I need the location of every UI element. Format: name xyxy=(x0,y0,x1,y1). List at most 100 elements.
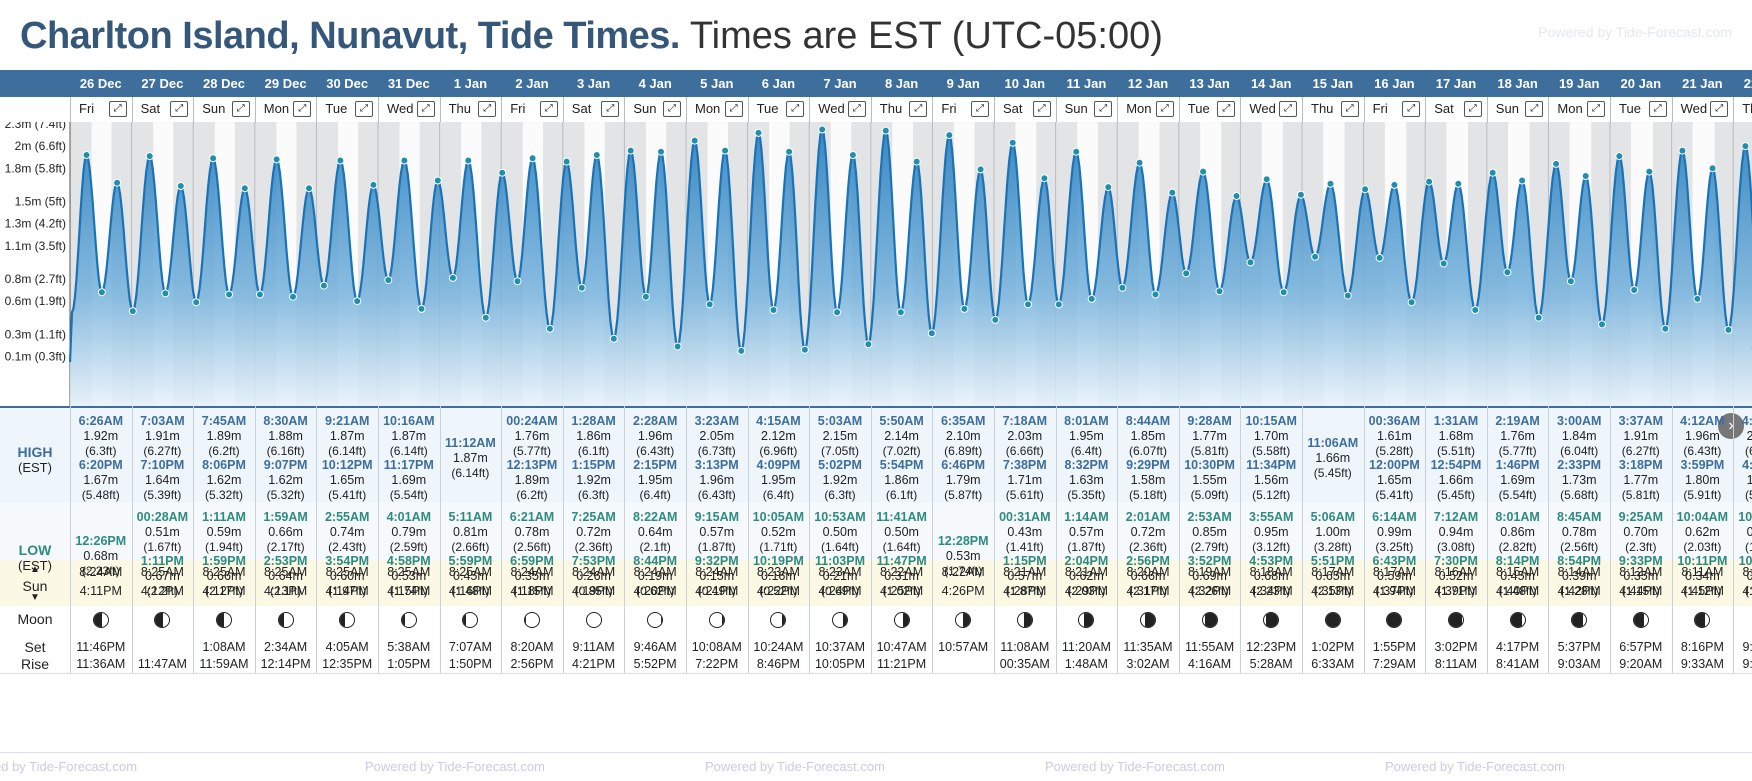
tide-time: 8:44AM xyxy=(1125,414,1171,428)
sun-row-background xyxy=(0,560,1752,607)
expand-icon[interactable]: ⤢ xyxy=(1463,101,1482,117)
expand-icon[interactable]: ⤢ xyxy=(1525,101,1544,117)
tide-entry: 11:34PM 1.56m (5.12ft) xyxy=(1240,458,1302,503)
tide-entry: 12:00PM 1.65m (5.41ft) xyxy=(1364,458,1426,503)
tide-time: 10:19PM xyxy=(753,554,804,568)
day-column-divider xyxy=(131,406,133,673)
tide-height-ft: (6.1ft) xyxy=(885,488,918,502)
tide-height-ft: (2.1ft) xyxy=(639,540,671,554)
expand-icon[interactable]: ⤢ xyxy=(786,101,805,117)
expand-icon[interactable]: ⤢ xyxy=(1402,101,1421,117)
tide-entry: 2:33PM 1.73m (5.68ft) xyxy=(1548,458,1610,503)
expand-icon[interactable]: ⤢ xyxy=(847,101,866,117)
tide-time: 1:59PM xyxy=(202,554,246,568)
expand-icon[interactable]: ⤢ xyxy=(909,101,928,117)
date-cell: 7 Jan xyxy=(823,76,857,91)
moonset-time: 12:23PM xyxy=(1246,640,1297,654)
scroll-right-arrow-icon[interactable]: › xyxy=(1718,413,1744,439)
tide-time: 8:54PM xyxy=(1557,554,1602,568)
tide-entry: 4:53PM 0.68m (2.23ft) xyxy=(1240,554,1302,599)
tide-table: 6:26AM 1.92m (6.3ft) 6:20PM 1.67m (5.48ft) 12:… xyxy=(0,406,1752,752)
tide-time: 00:24AM xyxy=(506,414,558,428)
day-cell: Thu ⤢ xyxy=(870,97,933,122)
low-tide-point xyxy=(1024,300,1032,309)
tide-time: 10:53AM xyxy=(814,510,866,524)
expand-icon[interactable]: ⤢ xyxy=(1032,101,1051,117)
low-tide-point xyxy=(737,346,746,355)
expand-icon[interactable]: ⤢ xyxy=(724,101,743,117)
expand-icon[interactable]: ⤢ xyxy=(662,101,681,117)
expand-icon[interactable]: ⤢ xyxy=(601,101,620,117)
day-of-week: Wed xyxy=(1249,101,1276,116)
tide-height-m: 1.73m xyxy=(1561,473,1597,487)
tide-height-ft: (5.81ft) xyxy=(1621,488,1660,502)
tide-time: 4:58PM xyxy=(386,554,431,568)
moonrise-time: 00:35AM xyxy=(999,657,1050,671)
day-column-divider xyxy=(1055,406,1057,673)
tide-height-ft: (3.25ft) xyxy=(1375,540,1414,554)
tide-height-m: 1.82m xyxy=(1746,473,1752,487)
tide-height-m: 1.86m xyxy=(576,429,611,443)
tide-entry: 8:44PM 0.19m (0.62ft) xyxy=(624,554,686,599)
date-cell: 18 Jan xyxy=(1497,76,1538,91)
moon-phase-icon xyxy=(277,612,294,628)
low-tide-point xyxy=(384,276,393,285)
tide-height-m: 1.92m xyxy=(576,473,611,487)
day-column-divider xyxy=(1117,406,1119,673)
tide-height-ft: (5.45ft) xyxy=(1313,466,1352,480)
low-tide-point xyxy=(1598,320,1606,329)
day-of-week: Fri xyxy=(79,101,95,116)
expand-icon[interactable]: ⤢ xyxy=(1155,101,1174,117)
tide-height-ft: (5.41ft) xyxy=(1375,488,1414,502)
expand-icon[interactable]: ⤢ xyxy=(1586,101,1605,117)
tide-entry: 10:16AM 1.87m (6.14ft) xyxy=(378,414,440,459)
expand-icon[interactable]: ⤢ xyxy=(1340,101,1359,117)
expand-icon[interactable]: ⤢ xyxy=(293,101,312,117)
tide-entry: 1:46PM 1.69m (5.54ft) xyxy=(1487,458,1549,503)
high-tide-point xyxy=(1390,180,1399,189)
day-of-week: Sat xyxy=(1434,101,1454,116)
footer-watermark: Powered by Tide-Forecast.com xyxy=(705,759,885,774)
high-tide-point xyxy=(848,151,857,159)
day-column-divider xyxy=(932,406,934,673)
tide-height-ft: (5.58ft) xyxy=(1252,444,1291,458)
high-tide-point xyxy=(1168,188,1177,197)
tide-time: 1:28AM xyxy=(571,414,616,428)
low-tide-point xyxy=(1151,290,1160,299)
expand-icon[interactable]: ⤢ xyxy=(170,101,189,117)
sun-down-icon: ▼ xyxy=(30,592,40,603)
day-cell: Tue ⤢ xyxy=(747,97,810,122)
high-tide-point xyxy=(336,156,345,165)
tide-height-m: 0.19m xyxy=(637,569,673,583)
day-cell: Tue ⤢ xyxy=(1178,97,1241,122)
tide-time: 1:59AM xyxy=(263,510,308,524)
sunrise-time: 8:24AM xyxy=(695,565,739,579)
expand-icon[interactable]: ⤢ xyxy=(1648,101,1667,117)
tide-height-ft: (1.15ft) xyxy=(512,584,551,598)
low-tide-point xyxy=(609,334,618,343)
tide-time: 2:56PM xyxy=(1126,554,1170,568)
day-cell: Fri ⤢ xyxy=(932,97,994,122)
expand-icon[interactable]: ⤢ xyxy=(416,101,435,117)
expand-icon[interactable]: ⤢ xyxy=(539,101,558,117)
y-tick-label: 2.3m (7.4ft) xyxy=(5,122,66,131)
day-of-week: Sat xyxy=(1003,101,1023,116)
expand-icon[interactable]: ⤢ xyxy=(108,101,127,117)
tide-entry: 3:55AM 0.95m (3.12ft) xyxy=(1240,510,1302,555)
date-cell: 26 Dec xyxy=(79,76,122,91)
tide-entry: 3:00AM 1.84m (6.04ft) xyxy=(1548,414,1610,459)
low-tide-point xyxy=(991,315,1000,324)
sunset-time: 4:42PM xyxy=(1557,584,1601,598)
expand-icon[interactable]: ⤢ xyxy=(1094,101,1113,117)
y-axis-background xyxy=(0,122,70,406)
expand-icon[interactable]: ⤢ xyxy=(1710,101,1729,117)
expand-icon[interactable]: ⤢ xyxy=(354,101,373,117)
expand-icon[interactable]: ⤢ xyxy=(478,101,497,117)
day-column-divider xyxy=(686,406,687,673)
expand-icon[interactable]: ⤢ xyxy=(1278,101,1297,117)
expand-icon[interactable]: ⤢ xyxy=(231,101,250,117)
expand-icon[interactable]: ⤢ xyxy=(970,101,989,117)
expand-icon[interactable]: ⤢ xyxy=(1217,101,1236,117)
moon-phase-icon xyxy=(1386,612,1403,628)
tide-height-m: 0.43m xyxy=(1007,525,1043,539)
